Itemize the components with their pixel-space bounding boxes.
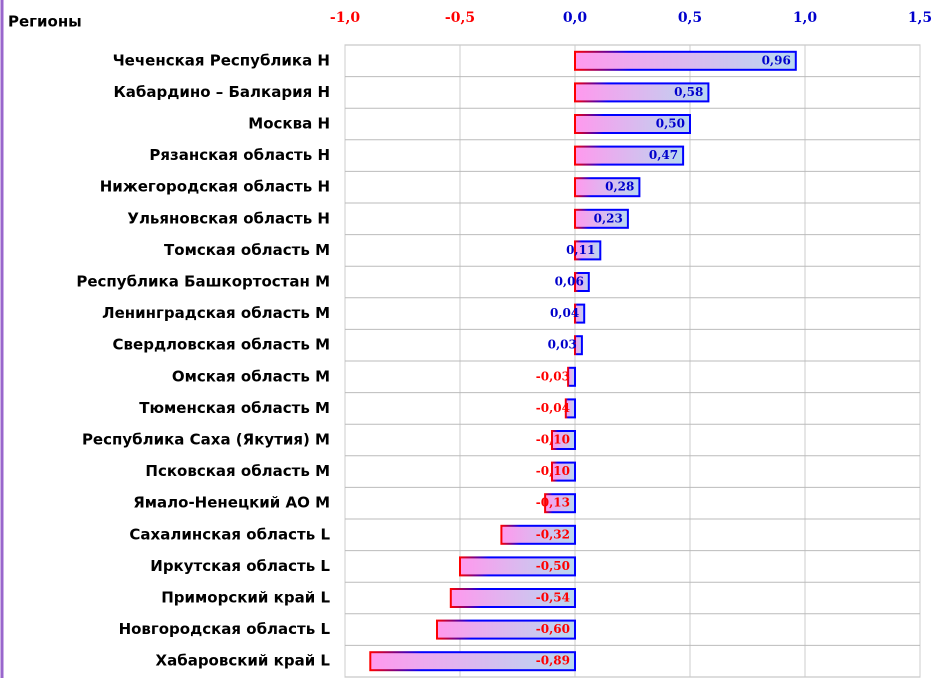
value-label: -0,04	[536, 401, 570, 415]
category-label: Сахалинская область L	[129, 525, 330, 543]
category-label: Омская область M	[172, 367, 330, 385]
x-tick-label: 0,0	[563, 10, 588, 26]
value-label: -0,13	[536, 496, 570, 510]
category-label: Иркутская область L	[150, 557, 330, 575]
category-label: Чеченская Республика H	[113, 51, 330, 69]
bar	[574, 240, 602, 261]
value-label: 0,03	[548, 338, 577, 352]
x-tick-label: -1,0	[330, 10, 360, 26]
bar	[574, 303, 586, 324]
value-label: 0,06	[555, 275, 584, 289]
category-label: Приморский край L	[161, 589, 330, 607]
value-label: 0,04	[550, 306, 579, 320]
category-label: Ямало-Ненецкий АО M	[133, 494, 330, 512]
category-label: Свердловская область M	[113, 336, 330, 354]
value-label: -0,10	[536, 464, 570, 478]
x-tick-label: 1,0	[793, 10, 818, 26]
value-label: 0,47	[649, 148, 678, 162]
bar	[459, 556, 576, 577]
category-label: Москва H	[248, 115, 330, 133]
value-label: 0,28	[605, 180, 634, 194]
bar	[500, 524, 576, 545]
value-label: -0,10	[536, 433, 570, 447]
bar	[551, 430, 576, 450]
bar	[574, 114, 691, 134]
x-tick-label: -0,5	[445, 10, 475, 26]
value-label: -0,60	[536, 622, 570, 636]
bar	[574, 50, 797, 71]
category-label: Ленинградская область M	[102, 304, 330, 322]
value-label: 0,11	[566, 243, 595, 257]
x-tick-label: 0,5	[678, 10, 702, 26]
bar	[574, 177, 641, 198]
value-label: -0,32	[536, 527, 570, 541]
bar	[574, 335, 583, 356]
value-label: -0,89	[536, 654, 570, 668]
bar	[567, 366, 576, 387]
bar	[551, 461, 576, 482]
value-label: -0,03	[536, 369, 570, 383]
category-label: Республика Башкортостан M	[76, 273, 330, 291]
value-label: -0,50	[536, 559, 570, 573]
category-label: Ульяновская область H	[127, 209, 330, 227]
y-axis-label: Регионы	[8, 13, 82, 31]
value-label: 0,23	[594, 211, 623, 225]
bar	[564, 398, 576, 419]
value-label: 0,50	[656, 117, 685, 131]
bar	[574, 272, 590, 292]
category-label: Томская область M	[164, 241, 330, 259]
bar	[544, 493, 576, 514]
category-label: Псковская область M	[145, 462, 330, 480]
category-label: Рязанская область H	[149, 146, 330, 164]
category-label: Новгородская область L	[119, 620, 331, 638]
bar	[449, 588, 576, 608]
category-label: Хабаровский край L	[156, 652, 331, 670]
category-label: Нижегородская область H	[100, 178, 330, 196]
bar	[574, 82, 710, 103]
bar	[369, 651, 576, 672]
x-tick-label: 1,5	[908, 10, 932, 26]
bar	[574, 145, 685, 166]
bar	[574, 208, 629, 229]
category-label: Республика Саха (Якутия) M	[82, 431, 330, 449]
bar	[436, 619, 576, 640]
value-label: 0,58	[674, 85, 703, 99]
category-label: Кабардино – Балкария H	[114, 83, 330, 101]
value-label: 0,96	[762, 53, 791, 67]
value-label: -0,54	[536, 591, 570, 605]
category-label: Тюменская область M	[139, 399, 330, 417]
